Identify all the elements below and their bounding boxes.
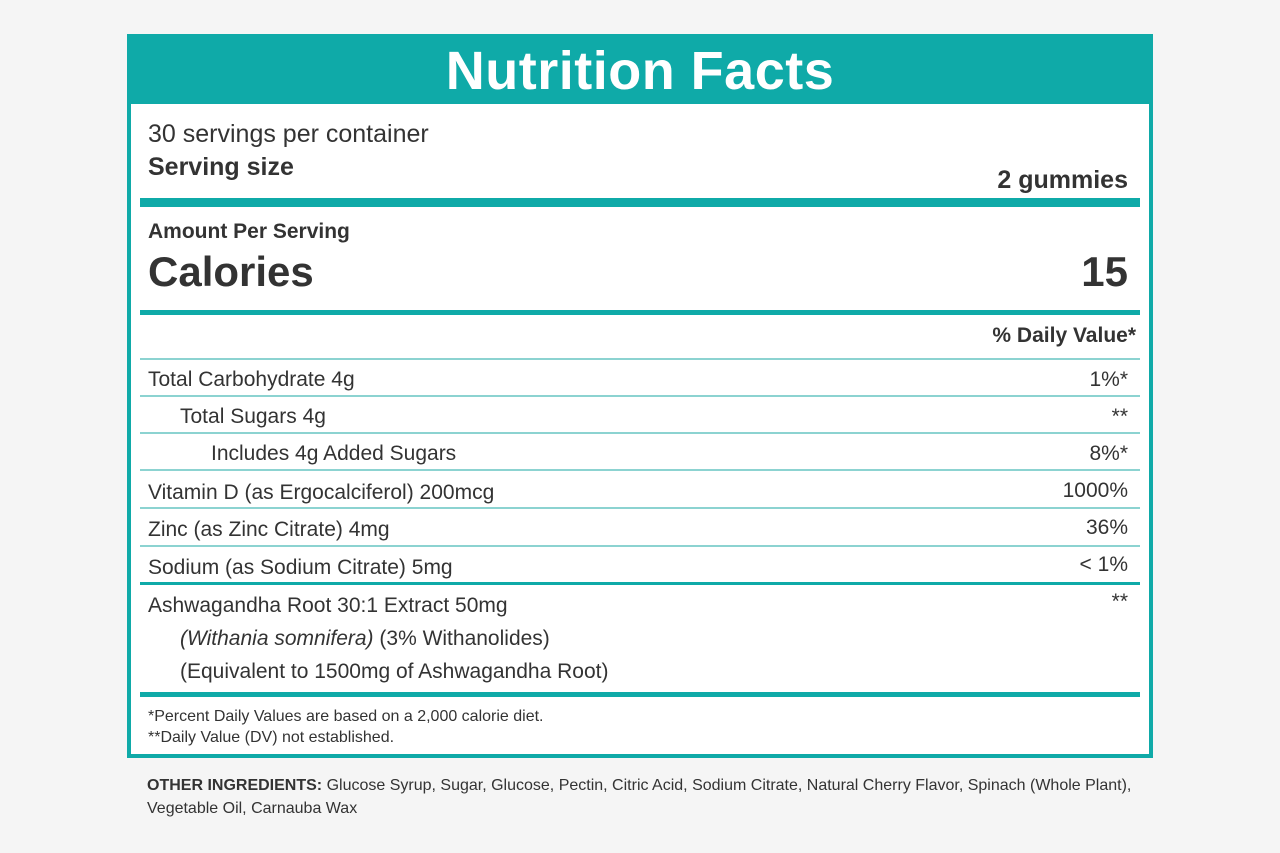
nutrient-value: 1000% <box>1062 479 1128 502</box>
row-divider <box>140 545 1140 547</box>
footnote-daily-value: *Percent Daily Values are based on a 2,0… <box>148 708 544 725</box>
medium-divider <box>140 310 1140 315</box>
servings-per-container: 30 servings per container <box>148 120 429 148</box>
row-divider <box>140 507 1140 509</box>
nutrient-label: Vitamin D (as Ergocalciferol) 200mcg <box>148 481 495 504</box>
botanical-standardization: (3% Withanolides) <box>379 627 550 650</box>
nutrient-label: Total Sugars 4g <box>180 405 326 428</box>
footnote-not-established: **Daily Value (DV) not established. <box>148 729 395 746</box>
nutrient-label: Sodium (as Sodium Citrate) 5mg <box>148 556 453 579</box>
nutrition-facts-panel: Nutrition Facts 30 servings per containe… <box>127 34 1153 758</box>
nutrient-label: Total Carbohydrate 4g <box>148 368 355 391</box>
calories-value: 15 <box>1081 248 1128 295</box>
botanical-latin-name: (Withania somnifera) <box>180 627 374 650</box>
serving-size-value: 2 gummies <box>997 166 1128 194</box>
nutrient-label: Includes 4g Added Sugars <box>211 442 457 465</box>
nutrient-value: 1%* <box>1089 368 1128 391</box>
calories-label: Calories <box>148 248 314 295</box>
other-ingredients-text: Glucose Syrup, Sugar, Glucose, Pectin, C… <box>147 777 1132 817</box>
daily-value-header: % Daily Value* <box>992 324 1136 347</box>
nutrient-value: 8%* <box>1089 442 1128 465</box>
botanical-value: ** <box>1111 590 1128 613</box>
serving-size-label: Serving size <box>148 153 294 181</box>
nutrient-value: 36% <box>1085 516 1128 539</box>
footnote-divider <box>140 692 1140 697</box>
row-divider <box>140 469 1140 471</box>
botanical-species: (Withania somnifera) (3% Withanolides) <box>180 627 550 651</box>
other-ingredients: OTHER INGREDIENTS: Glucose Syrup, Sugar,… <box>147 774 1137 820</box>
other-ingredients-label: OTHER INGREDIENTS: <box>147 777 323 794</box>
botanical-equivalent: (Equivalent to 1500mg of Ashwagandha Roo… <box>180 660 609 683</box>
nutrition-facts-title: Nutrition Facts <box>131 38 1149 104</box>
thick-divider <box>140 198 1140 207</box>
row-divider <box>140 432 1140 434</box>
amount-per-serving: Amount Per Serving <box>148 220 350 243</box>
section-divider <box>140 582 1140 585</box>
nutrient-value: < 1% <box>1079 553 1128 576</box>
row-divider <box>140 358 1140 360</box>
row-divider <box>140 395 1140 397</box>
botanical-label: Ashwagandha Root 30:1 Extract 50mg <box>148 594 508 617</box>
nutrient-value: ** <box>1111 405 1128 428</box>
nutrient-label: Zinc (as Zinc Citrate) 4mg <box>148 518 390 541</box>
